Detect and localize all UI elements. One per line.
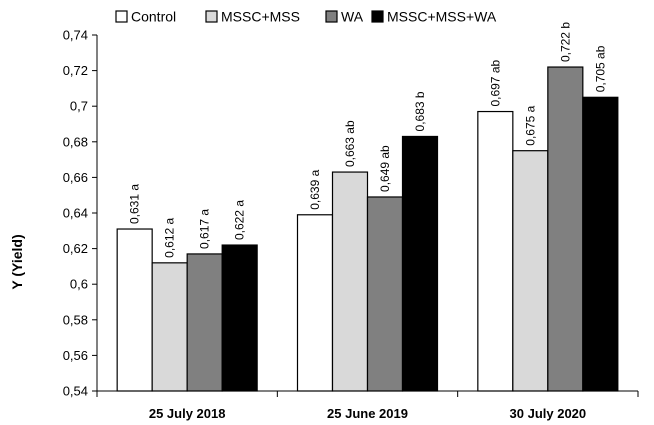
x-category-label: 25 July 2018	[149, 406, 226, 421]
bar	[331, 171, 369, 392]
data-label: 0,705 ab	[593, 45, 607, 92]
y-tick-label: 0,66	[63, 170, 88, 185]
y-tick-label: 0,54	[63, 384, 88, 399]
y-axis-title: Y (Yield)	[9, 234, 25, 289]
legend-label: MSSC+MSS+WA	[387, 9, 497, 25]
data-label: 0,649 ab	[378, 145, 392, 192]
y-tick-label: 0,62	[63, 241, 88, 256]
legend-item: Control	[115, 9, 176, 25]
data-label: 0,639 a	[308, 169, 322, 209]
bar	[512, 150, 549, 392]
x-axis: 25 July 2018 25 June 2019 30 July 2020	[96, 390, 639, 421]
y-tick-label: 0,58	[63, 312, 88, 327]
bar	[582, 96, 619, 392]
y-tick-label: 0,64	[63, 206, 88, 221]
data-label: 0,631 a	[128, 184, 142, 224]
data-label: 0,722 b	[558, 22, 572, 62]
y-tick-label: 0,7	[70, 99, 88, 114]
data-label: 0,617 a	[198, 209, 212, 249]
y-axis: 0,54 0,56 0,58 0,6 0,62 0,64 0,66 0,68 0,7 0,72 0,…	[63, 28, 98, 399]
bar	[151, 262, 188, 392]
y-tick-label: 0,56	[63, 348, 88, 363]
legend-item: MSSC+MSS	[205, 9, 300, 25]
bar	[221, 244, 258, 392]
y-tick-label: 0,68	[63, 134, 88, 149]
y-tick-label: 0,74	[63, 28, 88, 43]
legend-swatch	[205, 10, 218, 23]
data-label: 0,612 a	[163, 217, 177, 257]
legend-swatch	[371, 10, 384, 23]
bars	[116, 66, 619, 392]
legend-label: WA	[341, 9, 364, 25]
data-label: 0,683 b	[413, 91, 427, 131]
x-category-label: 30 July 2020	[510, 406, 587, 421]
bar	[477, 110, 514, 392]
y-tick-label: 0,72	[63, 63, 88, 78]
legend: Control MSSC+MSS WA MSSC+MSS+WA	[115, 9, 497, 25]
bar	[116, 228, 153, 392]
data-label: 0,622 a	[233, 200, 247, 240]
legend-label: MSSC+MSS	[221, 9, 300, 25]
x-category-label: 25 June 2019	[327, 406, 408, 421]
bar	[547, 66, 584, 392]
data-label: 0,675 a	[523, 105, 537, 145]
legend-swatch	[115, 10, 128, 23]
y-tick-label: 0,6	[70, 277, 88, 292]
bar	[401, 135, 439, 392]
legend-item: MSSC+MSS+WA	[371, 9, 497, 25]
bar	[366, 196, 404, 392]
bar	[296, 214, 334, 392]
data-labels: 0,631 a 0,639 a 0,697 ab 0,612 a 0,663 ab 0,6…	[128, 22, 608, 258]
data-label: 0,663 ab	[343, 120, 357, 167]
bar	[186, 253, 223, 392]
data-label: 0,697 ab	[488, 60, 502, 107]
legend-item: WA	[325, 9, 364, 25]
legend-swatch	[325, 10, 338, 23]
legend-label: Control	[131, 9, 176, 25]
